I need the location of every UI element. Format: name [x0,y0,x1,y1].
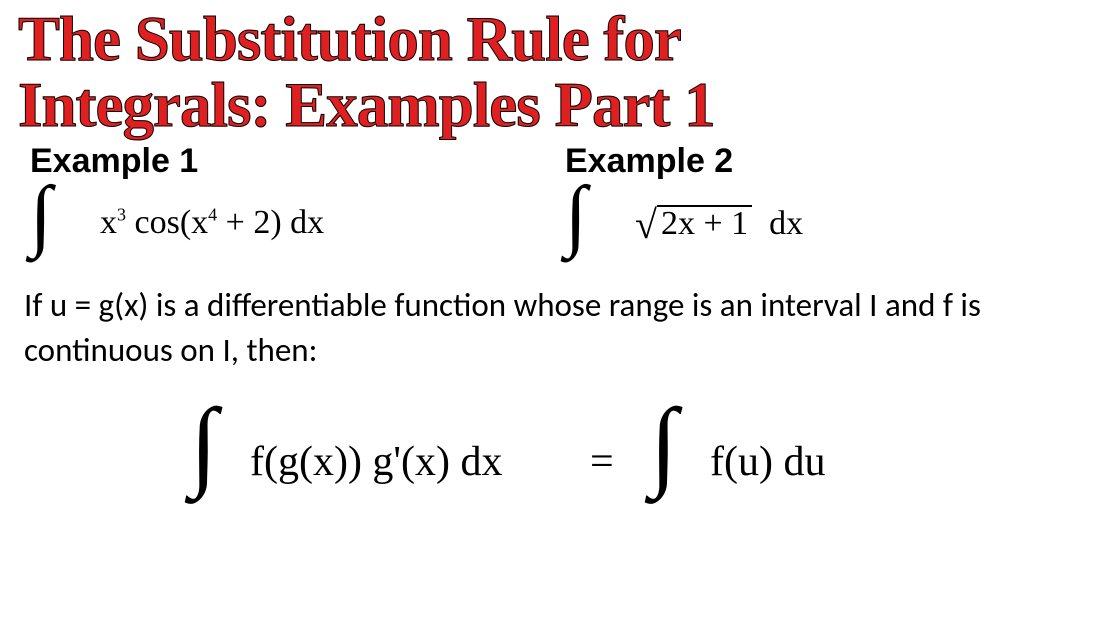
example-2-label: Example 2 [565,142,1100,181]
rule-equation-svg: ∫ f(g(x)) g'(x) dx = ∫ f(u) du [160,397,960,517]
sqrt-icon: √ [635,205,657,245]
example-1-label: Example 1 [30,142,565,181]
theorem-text: If u = g(x) is a differentiable function… [0,275,1120,372]
page-title: The Substitution Rule for Integrals: Exa… [0,0,1120,138]
svg-text:∫: ∫ [644,397,683,504]
svg-text:f(u) du: f(u) du [710,439,825,485]
svg-text:f(g(x)) g'(x) dx: f(g(x)) g'(x) dx [250,439,502,485]
examples-row: Example 1 ∫ x3 cos(x4 + 2) dx Example 2 … [0,138,1120,275]
title-line-1: The Substitution Rule for [18,6,1102,72]
title-line-2: Integrals: Examples Part 1 [18,72,1102,138]
integral-icon: ∫ [565,175,587,255]
svg-text:=: = [590,439,614,485]
example-2-col: Example 2 ∫ √2x + 1 dx [565,142,1100,275]
example-2-expression: ∫ √2x + 1 dx [565,185,1100,275]
svg-text:∫: ∫ [184,397,223,504]
example-1-col: Example 1 ∫ x3 cos(x4 + 2) dx [30,142,565,275]
integral-icon: ∫ [30,175,52,255]
substitution-rule-equation: ∫ f(g(x)) g'(x) dx = ∫ f(u) du [0,372,1120,522]
example-1-expression: ∫ x3 cos(x4 + 2) dx [30,185,565,275]
